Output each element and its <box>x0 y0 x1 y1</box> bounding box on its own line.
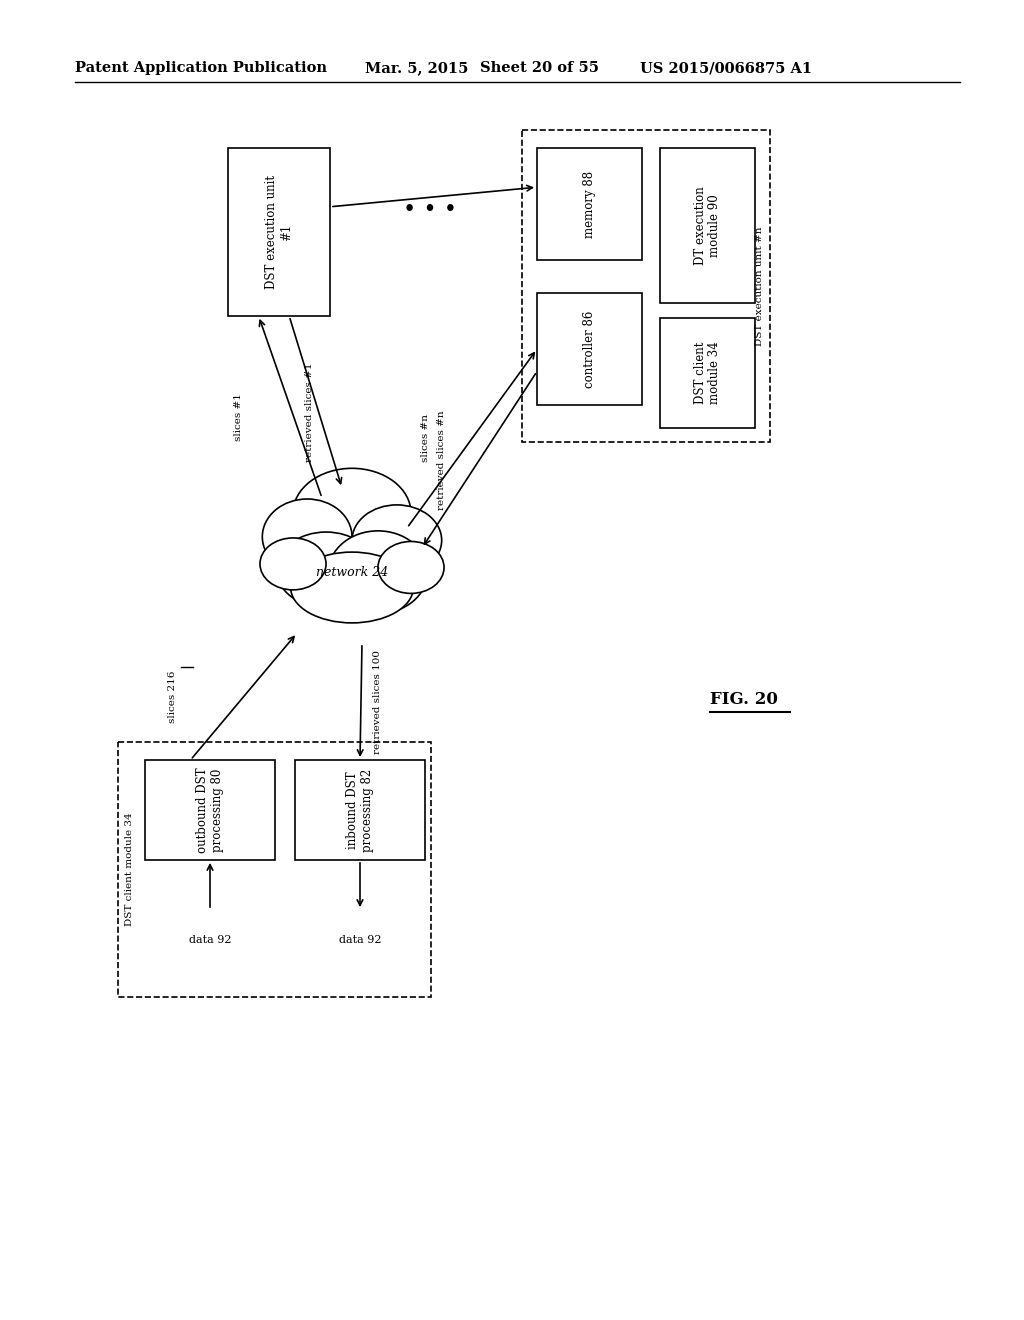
Ellipse shape <box>276 532 376 607</box>
Text: retrieved slices 100: retrieved slices 100 <box>374 649 383 754</box>
Text: slices 216: slices 216 <box>168 671 177 722</box>
Bar <box>145 760 275 861</box>
Text: US 2015/0066875 A1: US 2015/0066875 A1 <box>640 61 812 75</box>
Text: DST client
module 34: DST client module 34 <box>693 342 722 404</box>
Ellipse shape <box>262 499 352 574</box>
Text: retrieved slices #n: retrieved slices #n <box>437 411 446 510</box>
Bar <box>118 742 431 997</box>
Bar <box>522 129 770 442</box>
Text: Patent Application Publication: Patent Application Publication <box>75 61 327 75</box>
Bar <box>228 148 330 315</box>
Text: slices #n: slices #n <box>421 414 429 462</box>
Text: Mar. 5, 2015: Mar. 5, 2015 <box>365 61 468 75</box>
Text: inbound DST
processing 82: inbound DST processing 82 <box>346 768 374 851</box>
Text: Sheet 20 of 55: Sheet 20 of 55 <box>480 61 599 75</box>
Ellipse shape <box>293 469 411 558</box>
Text: memory 88: memory 88 <box>583 170 596 238</box>
Ellipse shape <box>260 539 326 590</box>
Ellipse shape <box>329 531 428 614</box>
Text: network 24: network 24 <box>315 566 388 578</box>
Ellipse shape <box>352 504 441 576</box>
Bar <box>295 760 425 861</box>
Text: FIG. 20: FIG. 20 <box>710 692 778 709</box>
Text: controller 86: controller 86 <box>583 310 596 388</box>
Bar <box>660 148 755 304</box>
Text: data 92: data 92 <box>339 935 381 945</box>
Text: slices #1: slices #1 <box>234 393 243 441</box>
Text: DST execution unit
#1: DST execution unit #1 <box>265 176 293 289</box>
Text: retrieved slices #1: retrieved slices #1 <box>305 362 313 462</box>
Text: DST client module 34: DST client module 34 <box>126 813 134 927</box>
Text: • • •: • • • <box>403 199 457 220</box>
Ellipse shape <box>291 552 414 623</box>
Text: data 92: data 92 <box>188 935 231 945</box>
Bar <box>660 318 755 428</box>
Text: DST execution unit #n: DST execution unit #n <box>756 226 765 346</box>
Text: DT execution
module 90: DT execution module 90 <box>693 186 722 265</box>
Bar <box>537 148 642 260</box>
Bar <box>537 293 642 405</box>
Ellipse shape <box>378 541 444 594</box>
Text: outbound DST
processing 80: outbound DST processing 80 <box>196 767 224 853</box>
